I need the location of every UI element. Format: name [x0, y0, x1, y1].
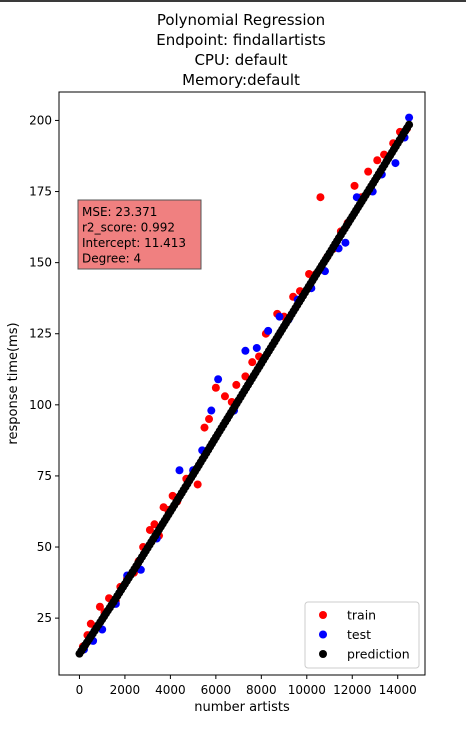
test-point — [175, 466, 184, 475]
x-tick-label: 0 — [76, 683, 84, 697]
prediction-point — [323, 252, 332, 261]
legend-label-test: test — [347, 627, 371, 642]
prediction-point — [84, 635, 93, 644]
test-point — [275, 312, 284, 321]
annotation-line: r2_score: 0.992 — [82, 221, 175, 235]
y-axis-label: response time(ms) — [6, 322, 21, 444]
legend-label-train: train — [347, 608, 376, 623]
prediction-point — [244, 380, 253, 389]
prediction-band — [77, 123, 412, 655]
prediction-point — [346, 215, 355, 224]
x-tick-label: 10000 — [288, 683, 326, 697]
prediction-point — [153, 528, 162, 537]
x-tick-label: 8000 — [246, 683, 277, 697]
train-point — [232, 380, 241, 389]
prediction-point — [391, 142, 400, 151]
prediction-point — [232, 399, 241, 408]
data-points — [75, 113, 414, 658]
y-tick-label: 75 — [37, 469, 52, 483]
train-point — [220, 392, 229, 401]
prediction-point — [312, 270, 321, 279]
x-tick-label: 6000 — [201, 683, 232, 697]
train-point — [145, 525, 154, 534]
legend-label-prediction: prediction — [347, 647, 410, 662]
annotation-line: MSE: 23.371 — [82, 205, 157, 219]
prediction-point — [221, 417, 230, 426]
test-point — [207, 406, 216, 415]
prediction-point — [278, 325, 287, 334]
prediction-point — [255, 362, 264, 371]
annotation-box — [77, 199, 202, 270]
x-tick-label: 12000 — [333, 683, 371, 697]
train-point — [211, 383, 220, 392]
train-point — [150, 520, 159, 529]
y-tick-label: 175 — [29, 185, 52, 199]
legend-marker-train — [319, 611, 327, 619]
prediction-point — [175, 492, 184, 501]
train-point — [200, 423, 209, 432]
train-point — [373, 156, 382, 165]
legend-marker-prediction — [319, 650, 327, 658]
test-point — [252, 343, 261, 352]
test-point — [405, 113, 414, 122]
test-point — [264, 326, 273, 335]
y-tick-label: 50 — [37, 540, 52, 554]
prediction-point — [289, 307, 298, 316]
prediction-point — [96, 618, 105, 627]
test-point — [241, 346, 250, 355]
prediction-point — [187, 473, 196, 482]
prediction-point — [300, 288, 309, 297]
annotation-line: Degree: 4 — [82, 252, 141, 266]
legend-box — [304, 601, 420, 669]
x-tick-label: 14000 — [379, 683, 417, 697]
axis-ticks: 0 2000 4000 6000 8000 10000 12000 14000 25 50 75 10… — [29, 113, 417, 697]
prediction-point — [119, 582, 128, 591]
legend-marker-test — [319, 630, 327, 639]
prediction-point — [334, 233, 343, 242]
y-tick-label: 125 — [29, 327, 52, 341]
y-tick-label: 100 — [29, 398, 52, 412]
title-line: Endpoint: findallartists — [156, 31, 326, 49]
prediction-point — [403, 123, 412, 132]
prediction-point — [141, 546, 150, 555]
prediction-point — [369, 179, 378, 188]
train-point — [205, 415, 214, 424]
train-point — [350, 181, 359, 190]
test-point — [391, 159, 400, 168]
train-point — [364, 167, 373, 176]
x-tick-label: 4000 — [155, 683, 186, 697]
prediction-point — [130, 565, 139, 574]
y-tick-label: 25 — [37, 611, 52, 625]
train-point — [316, 193, 325, 202]
prediction-point — [266, 343, 275, 352]
x-tick-label: 2000 — [110, 683, 141, 697]
train-point — [193, 480, 202, 489]
prediction-point — [209, 436, 218, 445]
test-point — [341, 238, 350, 247]
prediction-point — [357, 197, 366, 206]
window-top-border — [0, 0, 466, 2]
title-line: Polynomial Regression — [157, 11, 325, 29]
test-point — [214, 375, 223, 384]
y-tick-label: 200 — [29, 113, 52, 127]
y-tick-label: 150 — [29, 256, 52, 270]
x-axis-label: number artists — [194, 700, 290, 715]
chart-title: Polynomial Regression Endpoint: findallar… — [156, 11, 326, 89]
prediction-point — [107, 600, 116, 609]
annotation-line: Intercept: 11.413 — [82, 236, 186, 250]
train-point — [241, 372, 250, 381]
train-point — [95, 602, 104, 611]
prediction-point — [164, 510, 173, 519]
plot-frame — [58, 91, 426, 676]
prediction-point — [198, 455, 207, 464]
title-line: Memory:default — [182, 71, 300, 89]
legend: train test prediction — [304, 601, 420, 669]
title-line: CPU: default — [194, 51, 287, 69]
prediction-point — [380, 160, 389, 169]
train-point — [248, 358, 257, 367]
